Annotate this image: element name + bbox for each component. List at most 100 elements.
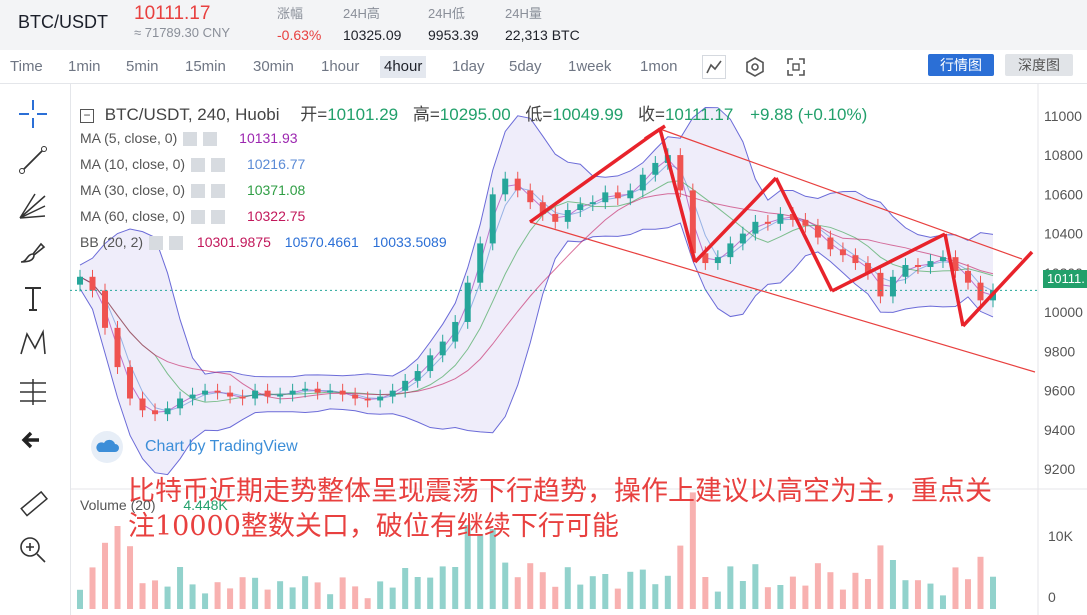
settings-icon[interactable]	[191, 158, 206, 173]
collapse-icon[interactable]: −	[80, 108, 94, 123]
candle	[977, 282, 984, 301]
market-chart-button[interactable]: 行情图	[928, 54, 994, 76]
ma10-legend[interactable]: MA (10, close, 0) 10216.77	[80, 156, 305, 173]
pattern-icon[interactable]	[15, 326, 51, 362]
bb-legend[interactable]: BB (20, 2) 10301.9875 10570.4661 10033.5…	[80, 234, 447, 251]
pair-title[interactable]: BTC/USDT	[18, 12, 108, 32]
volume-bar	[214, 582, 221, 609]
zigzag-arrow	[774, 177, 834, 292]
brush-icon[interactable]	[15, 234, 51, 270]
volume-bar	[314, 582, 321, 609]
trend-line-icon[interactable]	[15, 142, 51, 178]
text-tool-icon[interactable]	[15, 280, 51, 316]
candle	[264, 390, 271, 397]
candle	[839, 249, 846, 256]
settings-icon[interactable]	[191, 184, 206, 199]
tf-5min[interactable]: 5min	[126, 58, 159, 75]
ruler-icon[interactable]	[15, 486, 51, 522]
tf-1mon[interactable]: 1mon	[640, 58, 678, 75]
settings-icon[interactable]	[149, 236, 164, 251]
candle	[752, 221, 759, 234]
arrow-head	[644, 124, 666, 141]
stat-value: 22,313 BTC	[505, 27, 580, 43]
back-arrow-icon[interactable]	[15, 422, 51, 458]
tf-1week[interactable]: 1week	[568, 58, 612, 75]
ma-value: 10131.93	[239, 130, 298, 146]
candle	[227, 392, 234, 397]
close-icon[interactable]	[211, 184, 226, 199]
candle	[614, 192, 621, 199]
tf-5day[interactable]: 5day	[509, 58, 542, 75]
ma5-legend[interactable]: MA (5, close, 0) 10131.93	[80, 130, 298, 147]
volume-bar	[227, 588, 234, 609]
settings-icon[interactable]	[743, 55, 767, 79]
tradingview-watermark[interactable]: Chart by TradingView	[91, 431, 298, 463]
last-price: 10111.17	[134, 3, 211, 24]
price-tick-label: 9800	[1044, 343, 1075, 359]
candle	[252, 390, 259, 399]
candle	[564, 210, 571, 222]
volume-bar	[839, 589, 846, 609]
candle	[852, 255, 859, 264]
close-icon[interactable]	[169, 236, 184, 251]
fullscreen-icon[interactable]	[784, 55, 808, 79]
channel-upper-line	[659, 128, 1023, 260]
bollinger-lower	[79, 222, 994, 476]
ma60-legend[interactable]: MA (60, close, 0) 10322.75	[80, 208, 305, 225]
chart-type-icon[interactable]	[702, 55, 726, 79]
candle	[414, 371, 421, 381]
candle	[652, 162, 659, 175]
close-icon[interactable]	[203, 132, 218, 147]
volume-tick-label: 10K	[1048, 528, 1074, 544]
candle	[439, 341, 446, 356]
stat-value: 10325.09	[343, 27, 402, 43]
candle	[827, 237, 834, 250]
volume-bar	[990, 576, 996, 609]
tf-1min[interactable]: 1min	[68, 58, 101, 75]
tf-15min[interactable]: 15min	[185, 58, 226, 75]
tf-4hour[interactable]: 4hour	[380, 56, 427, 78]
candle	[527, 190, 534, 203]
price-chart[interactable]: 1100010800106001040010200100009800960094…	[70, 84, 1087, 615]
tf-1day[interactable]: 1day	[452, 58, 485, 75]
candle	[864, 263, 871, 273]
crosshair-icon[interactable]	[15, 96, 51, 132]
candle	[964, 270, 971, 283]
close-icon[interactable]	[211, 158, 226, 173]
zoom-in-icon[interactable]	[15, 532, 51, 568]
volume-bar	[514, 577, 521, 609]
volume-bar	[539, 572, 546, 609]
tf-30min[interactable]: 30min	[253, 58, 294, 75]
candle	[789, 213, 796, 220]
volume-bar	[602, 574, 609, 609]
stat-volume: 24H量 22,313 BTC	[505, 3, 580, 43]
volume-bar	[189, 584, 196, 609]
depth-chart-button[interactable]: 深度图	[1005, 54, 1073, 76]
volume-bar	[702, 577, 709, 609]
ma30-line	[79, 180, 994, 403]
candle	[939, 257, 946, 262]
tf-time[interactable]: Time	[10, 58, 43, 75]
volume-bar	[177, 567, 184, 609]
volume-bar	[552, 586, 559, 609]
candle	[489, 194, 496, 244]
candle	[739, 233, 746, 244]
volume-bar	[264, 589, 271, 609]
close-value: 10111.17	[664, 105, 734, 124]
tf-1hour[interactable]: 1hour	[321, 58, 360, 75]
volume-bar	[202, 593, 209, 609]
measure-icon[interactable]	[15, 374, 51, 410]
ma30-legend[interactable]: MA (30, close, 0) 10371.08	[80, 182, 306, 199]
settings-icon[interactable]	[183, 132, 198, 147]
settings-icon[interactable]	[191, 210, 206, 225]
candle	[352, 394, 359, 399]
volume-bar	[764, 587, 771, 609]
close-icon[interactable]	[211, 210, 226, 225]
volume-bar	[614, 588, 621, 609]
open-label: 开=	[300, 105, 328, 124]
volume-bar	[364, 598, 371, 609]
volume-bar	[964, 579, 971, 609]
fib-fan-icon[interactable]	[15, 188, 51, 224]
ma-value: 10371.08	[246, 182, 306, 198]
candle	[164, 408, 171, 415]
